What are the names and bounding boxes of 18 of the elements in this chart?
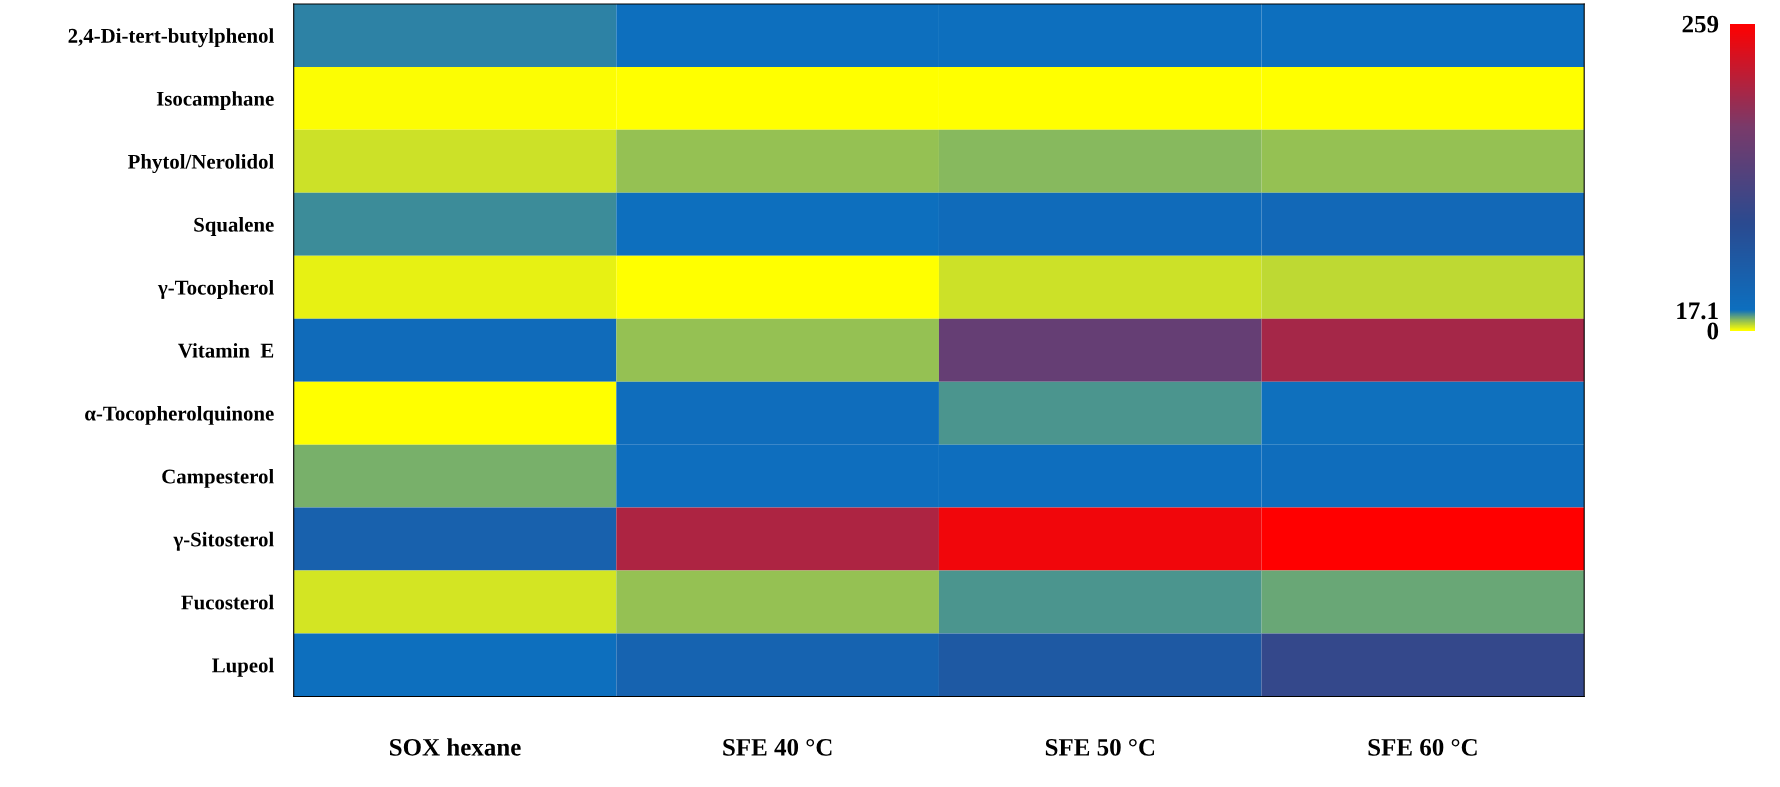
y-tick-label: Phytol/Nerolidol	[128, 154, 274, 174]
x-tick-label: SFE 40 °C	[723, 738, 832, 756]
y-tick-label: γ-Tocopherol	[157, 280, 274, 299]
y-tick-label: Vitamin E	[178, 342, 274, 358]
y-tick-label: 2,4-Di-tert-butylphenol	[68, 28, 274, 48]
y-tick-label: Fucosterol	[181, 594, 274, 610]
y-tick-label: Campesterol	[162, 468, 274, 488]
color-bar-label: 259	[1682, 15, 1719, 33]
y-tick-label: Isocamphane	[156, 91, 274, 111]
y-tick-label: α-Tocopherolquinone	[85, 405, 274, 425]
x-tick-label: SOX hexane	[390, 738, 521, 756]
color-bar-label: 17.1	[1677, 302, 1718, 320]
x-tick-label: SFE 50 °C	[1045, 738, 1155, 756]
y-tick-label: Squalene	[194, 217, 274, 236]
color-bar-label: 0	[1707, 322, 1719, 340]
y-tick-label: Lupeol	[212, 657, 274, 677]
y-tick-label: γ-Sitosterol	[173, 531, 274, 551]
x-tick-label: SFE 60 °C	[1368, 738, 1477, 756]
